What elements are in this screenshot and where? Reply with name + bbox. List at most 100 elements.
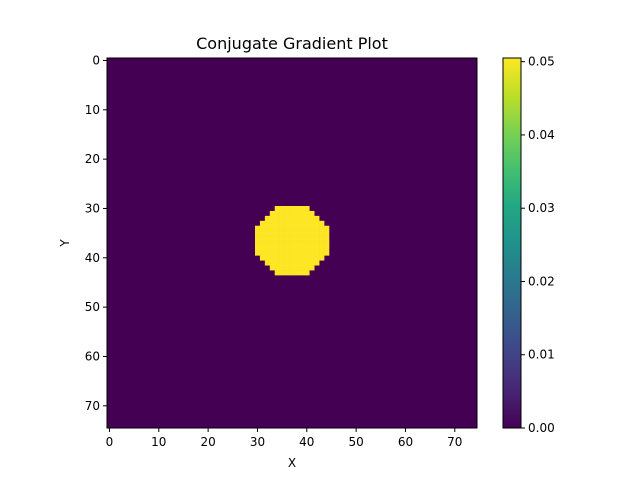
x-tick-label: 50 xyxy=(348,435,363,449)
heatmap-cell xyxy=(274,220,280,227)
heatmap-cell xyxy=(299,206,305,212)
colorbar-tick-label: 0.01 xyxy=(528,348,555,362)
heatmap-cell xyxy=(264,225,271,231)
heatmap-cell xyxy=(294,240,300,246)
heatmap-cell xyxy=(274,260,280,266)
heatmap-cell xyxy=(284,250,290,256)
heatmap-cell xyxy=(309,225,315,231)
heatmap-cell xyxy=(274,270,280,276)
heatmap-cell xyxy=(294,210,300,217)
heatmap-cell xyxy=(309,230,315,236)
heatmap-cell xyxy=(284,240,290,246)
colorbar-tick-label: 0.02 xyxy=(528,274,555,288)
heatmap-cell xyxy=(259,240,266,246)
heatmap-cell xyxy=(319,235,325,241)
heatmap-cell xyxy=(314,240,320,246)
heatmap-cell xyxy=(314,255,320,261)
heatmap-cell xyxy=(294,220,300,227)
heatmap-cell xyxy=(274,235,280,241)
colorbar-tick-label: 0.04 xyxy=(528,128,555,142)
y-tick-label: 20 xyxy=(85,152,100,166)
x-tick-label: 60 xyxy=(398,435,413,449)
colorbar-tick-label: 0.00 xyxy=(528,421,555,435)
colorbar: 0.00 0.01 0.02 0.03 0.04 0.05 xyxy=(502,55,555,435)
heatmap-cell xyxy=(279,206,285,212)
x-axis: 0 10 20 30 40 50 60 70 xyxy=(106,428,462,449)
heatmap-cell xyxy=(309,260,315,266)
heatmap-cell xyxy=(279,210,285,217)
heatmap-cell xyxy=(304,255,310,261)
heatmap-cell xyxy=(264,215,271,222)
heatmap-cell xyxy=(279,230,285,236)
heatmap-cell xyxy=(304,240,310,246)
y-tick-label: 50 xyxy=(85,300,100,314)
heatmap-cell xyxy=(269,245,276,251)
heatmap-cell xyxy=(269,210,276,217)
heatmap-cell xyxy=(314,225,320,231)
heatmap-cell xyxy=(319,230,325,236)
heatmap-cell xyxy=(255,240,261,246)
heatmap-cell xyxy=(274,255,280,261)
heatmap-cell xyxy=(279,225,285,231)
heatmap-cell xyxy=(284,255,290,261)
plot-area xyxy=(106,57,478,429)
heatmap-cell xyxy=(279,260,285,266)
heatmap-cell xyxy=(255,225,261,231)
x-tick-label: 30 xyxy=(250,435,265,449)
heatmap-cell xyxy=(304,230,310,236)
heatmap-cell xyxy=(259,250,266,256)
heatmap-cell xyxy=(269,230,276,236)
heatmap-cell xyxy=(284,225,290,231)
heatmap-cell xyxy=(274,206,280,212)
heatmap-cell xyxy=(289,230,295,236)
heatmap-cell xyxy=(289,250,295,256)
colorbar-tick-label: 0.03 xyxy=(528,201,555,215)
heatmap-cell xyxy=(304,250,310,256)
heatmap-cell xyxy=(304,206,310,212)
heatmap-cell xyxy=(274,210,280,217)
heatmap-cell xyxy=(324,235,330,241)
heatmap-cell xyxy=(269,265,276,271)
heatmap-cell xyxy=(269,225,276,231)
heatmap-cell xyxy=(264,260,271,266)
heatmap-cell xyxy=(294,206,300,212)
heatmap-cell xyxy=(255,235,261,241)
heatmap-cell xyxy=(304,270,310,276)
heatmap-cell xyxy=(274,225,280,231)
heatmap-cell xyxy=(304,225,310,231)
y-tick-label: 60 xyxy=(85,349,100,363)
heatmap-cell xyxy=(309,210,315,217)
heatmap-cell xyxy=(274,250,280,256)
heatmap-cell xyxy=(324,230,330,236)
heatmap-cell xyxy=(294,250,300,256)
heatmap-cell xyxy=(259,255,266,261)
heatmap-cell xyxy=(255,250,261,256)
heatmap-cell xyxy=(309,250,315,256)
heatmap-cell xyxy=(289,255,295,261)
heatmap-cell xyxy=(299,270,305,276)
colorbar-frame xyxy=(502,57,522,429)
colorbar-ticks: 0.00 0.01 0.02 0.03 0.04 0.05 xyxy=(521,55,555,435)
colorbar-gradient xyxy=(503,58,521,428)
heatmap-cell xyxy=(309,265,315,271)
heatmap-cell xyxy=(314,250,320,256)
y-tick-label: 10 xyxy=(85,103,100,117)
heatmap-cell xyxy=(284,245,290,251)
heatmap-cell xyxy=(324,245,330,251)
heatmap-cell xyxy=(294,215,300,222)
heatmap-cell xyxy=(299,255,305,261)
heatmap-cell xyxy=(269,250,276,256)
heatmap-cell xyxy=(294,225,300,231)
heatmap-cell xyxy=(294,270,300,276)
heatmap-cell xyxy=(284,206,290,212)
heatmap-cell xyxy=(309,220,315,227)
heatmap-cell xyxy=(274,265,280,271)
x-tick-label: 20 xyxy=(200,435,215,449)
heatmap-cell xyxy=(264,235,271,241)
heatmap-cell xyxy=(299,225,305,231)
heatmap-cell xyxy=(284,265,290,271)
heatmap-cell xyxy=(264,250,271,256)
x-tick-label: 70 xyxy=(447,435,462,449)
heatmap-cell xyxy=(259,245,266,251)
